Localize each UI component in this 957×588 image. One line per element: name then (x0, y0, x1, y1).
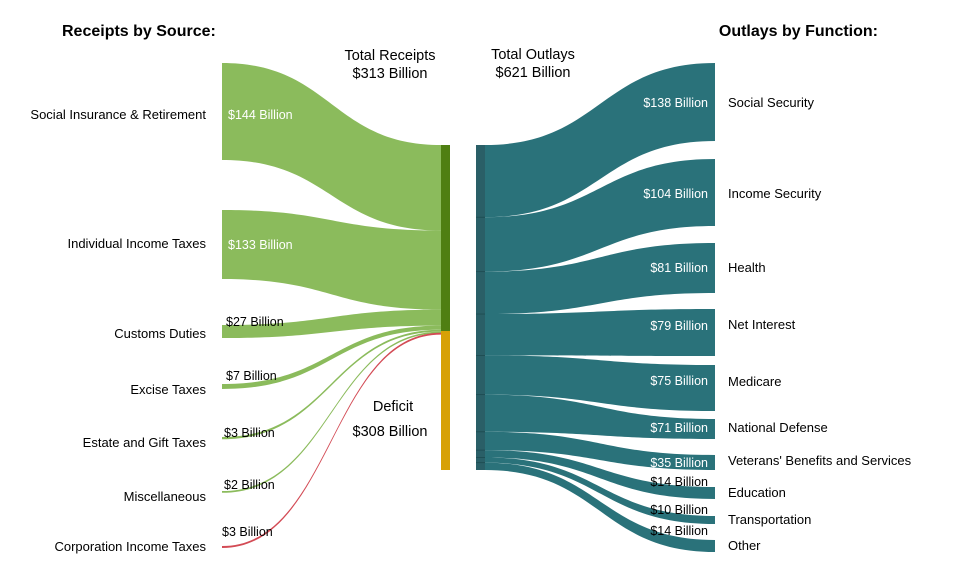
outlay-category-medicare: Medicare (728, 374, 781, 389)
receipt-category-excise-taxes: Excise Taxes (130, 382, 206, 397)
receipt-flow-corporation-income-taxes (222, 332, 441, 548)
outlay-flow-education (485, 450, 715, 499)
outlay-flow-health (485, 243, 715, 315)
outlay-value-social-security: $138 Billion (643, 96, 708, 110)
total-receipts-value: $313 Billion (353, 66, 428, 82)
total-outlays-value: $621 Billion (496, 65, 571, 81)
receipt-flow-individual-income-taxes (222, 210, 441, 310)
receipt-flow-excise-taxes (222, 325, 441, 389)
outlay-value-national-defense: $71 Billion (650, 421, 708, 435)
outlay-value-education: $14 Billion (650, 475, 708, 489)
outlay-category-national-defense: National Defense (728, 420, 828, 435)
outlay-value-transportation: $10 Billion (650, 503, 708, 517)
receipt-value-individual-income-taxes: $133 Billion (228, 238, 293, 252)
outlay-category-income-security: Income Security (728, 186, 822, 201)
receipt-flow-social-insurance-retirement (222, 63, 441, 231)
total-outlays-bar (476, 145, 485, 470)
receipt-flow-estate-and-gift-taxes (222, 329, 441, 440)
receipt-category-customs-duties: Customs Duties (114, 326, 206, 341)
receipt-category-estate-and-gift-taxes: Estate and Gift Taxes (83, 435, 207, 450)
outlay-category-health: Health (728, 260, 766, 275)
outlay-category-transportation: Transportation (728, 512, 811, 527)
flows-layer (222, 63, 715, 552)
receipt-value-corporation-income-taxes: $3 Billion (222, 525, 273, 539)
total-outlays-label: Total Outlays (491, 47, 575, 63)
deficit-value: $308 Billion (353, 424, 428, 440)
outlay-flow-transportation (485, 457, 715, 524)
outlay-flow-veterans-benefits-and-services (485, 431, 715, 470)
receipt-flow-miscellaneous (222, 331, 441, 493)
outlay-category-other: Other (728, 538, 761, 553)
bars-layer (441, 145, 485, 470)
receipt-value-estate-and-gift-taxes: $3 Billion (224, 426, 275, 440)
total-receipts-bar (441, 145, 450, 331)
receipt-category-corporation-income-taxes: Corporation Income Taxes (54, 539, 206, 554)
outlay-category-education: Education (728, 485, 786, 500)
outlay-value-net-interest: $79 Billion (650, 319, 708, 333)
receipt-value-miscellaneous: $2 Billion (224, 478, 275, 492)
outlay-value-veterans-benefits-and-services: $35 Billion (650, 456, 708, 470)
receipt-category-individual-income-taxes: Individual Income Taxes (67, 236, 206, 251)
outlay-value-other: $14 Billion (650, 524, 708, 538)
outlay-value-health: $81 Billion (650, 261, 708, 275)
outlays-header: Outlays by Function: (719, 23, 878, 40)
receipt-flow-customs-duties (222, 309, 441, 338)
receipt-value-social-insurance-retirement: $144 Billion (228, 108, 293, 122)
receipt-category-social-insurance-retirement: Social Insurance & Retirement (30, 107, 206, 122)
labels-layer: Social Insurance & Retirement $144 Billio… (30, 95, 911, 554)
receipt-category-miscellaneous: Miscellaneous (124, 489, 207, 504)
outlay-value-medicare: $75 Billion (650, 374, 708, 388)
outlay-category-social-security: Social Security (728, 95, 814, 110)
outlay-flow-social-security (485, 63, 715, 218)
outlay-flow-medicare (485, 355, 715, 411)
outlay-category-net-interest: Net Interest (728, 317, 796, 332)
outlay-flow-income-security (485, 159, 715, 272)
outlay-flow-other (485, 462, 715, 552)
receipts-header: Receipts by Source: (62, 23, 216, 40)
outlay-category-veterans-benefits-and-services: Veterans' Benefits and Services (728, 453, 912, 468)
deficit-bar (441, 331, 450, 470)
deficit-label: Deficit (373, 399, 413, 415)
outlay-flow-net-interest (485, 309, 715, 356)
receipt-value-customs-duties: $27 Billion (226, 315, 284, 329)
receipt-value-excise-taxes: $7 Billion (226, 369, 277, 383)
outlay-flow-national-defense (485, 394, 715, 439)
total-receipts-label: Total Receipts (344, 48, 435, 64)
outlay-value-income-security: $104 Billion (643, 187, 708, 201)
